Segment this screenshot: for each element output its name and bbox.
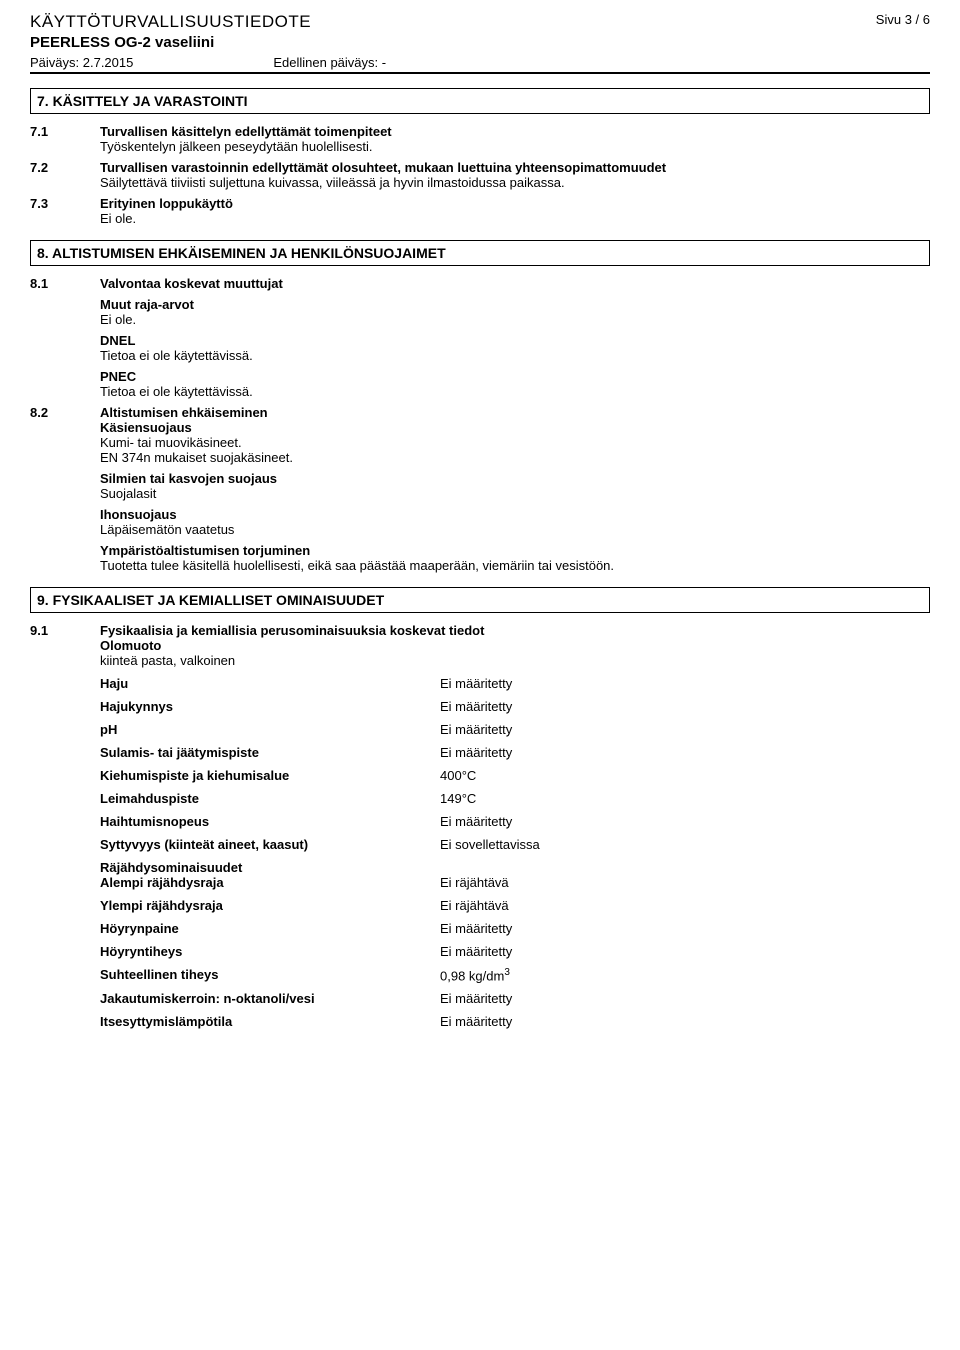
section-7-1-heading: Turvallisen käsittelyn edellyttämät toim… <box>100 124 930 139</box>
prop-boiling-value: 400°C <box>440 768 930 783</box>
section-7-1-num: 7.1 <box>30 124 100 154</box>
header-divider <box>30 72 930 74</box>
prop-autoignition-label: Itsesyttymislämpötila <box>100 1014 440 1029</box>
prop-ph-label: pH <box>100 722 440 737</box>
section-9-1-num: 9.1 <box>30 623 100 668</box>
appearance-body: kiinteä pasta, valkoinen <box>100 653 930 668</box>
section-7-title: 7. KÄSITTELY JA VARASTOINTI <box>30 88 930 114</box>
section-9-1-heading: Fysikaalisia ja kemiallisia perusominais… <box>100 623 930 638</box>
section-7-2-body: Säilytettävä tiiviisti suljettuna kuivas… <box>100 175 930 190</box>
prop-flash-label: Leimahduspiste <box>100 791 440 806</box>
page-number: Sivu 3 / 6 <box>876 12 930 27</box>
prop-relative-density-value: 0,98 kg/dm3 <box>440 967 930 983</box>
section-8-1-heading: Valvontaa koskevat muuttujat <box>100 276 930 291</box>
prop-flammability-label: Syttyvyys (kiinteät aineet, kaasut) <box>100 837 440 852</box>
section-9-title: 9. FYSIKAALISET JA KEMIALLISET OMINAISUU… <box>30 587 930 613</box>
prop-upper-exp-value: Ei räjähtävä <box>440 898 930 913</box>
prop-explosive-heading: Räjähdysominaisuudet <box>100 860 930 875</box>
prop-upper-exp-label: Ylempi räjähdysraja <box>100 898 440 913</box>
document-title: KÄYTTÖTURVALLISUUSTIEDOTE <box>30 12 386 32</box>
env-exposure-body: Tuotetta tulee käsitellä huolellisesti, … <box>100 558 930 573</box>
prop-flammability-value: Ei sovellettavissa <box>440 837 930 852</box>
previous-date: Edellinen päiväys: - <box>273 55 386 70</box>
pnec-body: Tietoa ei ole käytettävissä. <box>100 384 930 399</box>
prop-vapour-pressure-label: Höyrynpaine <box>100 921 440 936</box>
pnec-heading: PNEC <box>100 369 930 384</box>
prop-melting-label: Sulamis- tai jäätymispiste <box>100 745 440 760</box>
dnel-body: Tietoa ei ole käytettävissä. <box>100 348 930 363</box>
prop-evaporation-label: Haihtumisnopeus <box>100 814 440 829</box>
limit-values-heading: Muut raja-arvot <box>100 297 930 312</box>
hand-protection-body-2: EN 374n mukaiset suojakäsineet. <box>100 450 930 465</box>
prop-relative-density-label: Suhteellinen tiheys <box>100 967 440 983</box>
prop-melting-value: Ei määritetty <box>440 745 930 760</box>
prop-vapour-density-value: Ei määritetty <box>440 944 930 959</box>
prop-lower-exp-value: Ei räjähtävä <box>440 875 930 890</box>
prop-odour-label: Haju <box>100 676 440 691</box>
product-name: PEERLESS OG-2 vaseliini <box>30 34 386 51</box>
env-exposure-heading: Ympäristöaltistumisen torjuminen <box>100 543 930 558</box>
dnel-heading: DNEL <box>100 333 930 348</box>
prop-vapour-density-label: Höyryntiheys <box>100 944 440 959</box>
prop-flash-value: 149°C <box>440 791 930 806</box>
prop-odour-threshold-label: Hajukynnys <box>100 699 440 714</box>
eye-protection-heading: Silmien tai kasvojen suojaus <box>100 471 930 486</box>
section-7-1-body: Työskentelyn jälkeen peseydytään huolell… <box>100 139 930 154</box>
section-8-2-heading: Altistumisen ehkäiseminen <box>100 405 930 420</box>
prop-lower-exp-label: Alempi räjähdysraja <box>100 875 440 890</box>
prop-evaporation-value: Ei määritetty <box>440 814 930 829</box>
eye-protection-body: Suojalasit <box>100 486 930 501</box>
prop-odour-threshold-value: Ei määritetty <box>440 699 930 714</box>
hand-protection-heading: Käsiensuojaus <box>100 420 930 435</box>
prop-odour-value: Ei määritetty <box>440 676 930 691</box>
prop-ph-value: Ei määritetty <box>440 722 930 737</box>
appearance-heading: Olomuoto <box>100 638 930 653</box>
section-8-title: 8. ALTISTUMISEN EHKÄISEMINEN JA HENKILÖN… <box>30 240 930 266</box>
skin-protection-body: Läpäisemätön vaatetus <box>100 522 930 537</box>
prop-boiling-label: Kiehumispiste ja kiehumisalue <box>100 768 440 783</box>
properties-table: Haju Ei määritetty Hajukynnys Ei määrite… <box>100 676 930 1029</box>
section-7-3-body: Ei ole. <box>100 211 930 226</box>
prop-partition-label: Jakautumiskerroin: n-oktanoli/vesi <box>100 991 440 1006</box>
prop-autoignition-value: Ei määritetty <box>440 1014 930 1029</box>
section-7-3-heading: Erityinen loppukäyttö <box>100 196 930 211</box>
limit-values-body: Ei ole. <box>100 312 930 327</box>
prop-partition-value: Ei määritetty <box>440 991 930 1006</box>
prop-vapour-pressure-value: Ei määritetty <box>440 921 930 936</box>
section-7-3-num: 7.3 <box>30 196 100 226</box>
section-8-2-num: 8.2 <box>30 405 100 573</box>
section-8-1-num: 8.1 <box>30 276 100 399</box>
section-7-2-num: 7.2 <box>30 160 100 190</box>
revision-date: Päiväys: 2.7.2015 <box>30 55 133 70</box>
skin-protection-heading: Ihonsuojaus <box>100 507 930 522</box>
hand-protection-body-1: Kumi- tai muovikäsineet. <box>100 435 930 450</box>
section-7-2-heading: Turvallisen varastoinnin edellyttämät ol… <box>100 160 930 175</box>
